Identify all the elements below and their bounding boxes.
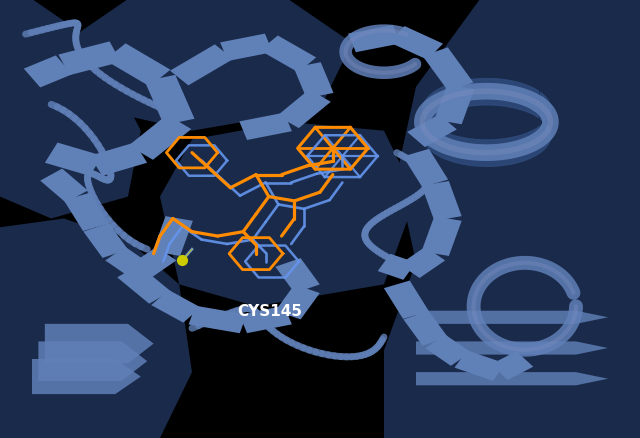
Polygon shape	[384, 281, 429, 319]
Polygon shape	[0, 219, 192, 438]
Polygon shape	[220, 35, 273, 62]
Polygon shape	[384, 0, 640, 438]
Polygon shape	[275, 258, 320, 293]
Polygon shape	[129, 116, 191, 160]
Polygon shape	[491, 351, 533, 380]
Polygon shape	[170, 45, 233, 86]
Polygon shape	[32, 359, 141, 394]
Polygon shape	[83, 223, 128, 258]
Polygon shape	[275, 285, 320, 320]
Polygon shape	[260, 36, 316, 73]
Polygon shape	[64, 193, 109, 232]
Polygon shape	[422, 182, 461, 221]
Polygon shape	[348, 26, 401, 53]
Polygon shape	[294, 63, 333, 99]
Polygon shape	[45, 143, 102, 177]
Polygon shape	[117, 265, 171, 304]
Polygon shape	[239, 306, 292, 333]
Polygon shape	[38, 342, 147, 381]
Polygon shape	[105, 44, 170, 87]
Polygon shape	[40, 169, 88, 203]
Polygon shape	[160, 123, 416, 307]
Polygon shape	[378, 254, 416, 280]
Polygon shape	[454, 350, 506, 381]
Polygon shape	[153, 217, 193, 256]
Polygon shape	[277, 90, 331, 129]
Polygon shape	[416, 342, 608, 355]
Polygon shape	[105, 247, 151, 279]
Polygon shape	[151, 290, 201, 323]
Polygon shape	[416, 372, 608, 385]
Polygon shape	[58, 42, 121, 76]
Polygon shape	[425, 335, 471, 366]
Polygon shape	[239, 113, 292, 141]
Polygon shape	[64, 0, 352, 131]
Polygon shape	[435, 85, 474, 125]
Polygon shape	[389, 27, 443, 60]
Polygon shape	[90, 143, 147, 177]
Polygon shape	[422, 217, 461, 256]
Polygon shape	[24, 57, 72, 88]
Text: CYS145: CYS145	[237, 304, 302, 318]
Polygon shape	[407, 115, 457, 148]
Polygon shape	[399, 247, 445, 279]
Polygon shape	[131, 247, 177, 279]
Polygon shape	[416, 311, 608, 324]
Polygon shape	[145, 76, 195, 126]
Polygon shape	[0, 0, 141, 219]
Polygon shape	[403, 311, 448, 346]
Polygon shape	[45, 324, 154, 364]
Polygon shape	[189, 306, 246, 333]
Polygon shape	[403, 149, 448, 188]
Polygon shape	[422, 48, 474, 92]
